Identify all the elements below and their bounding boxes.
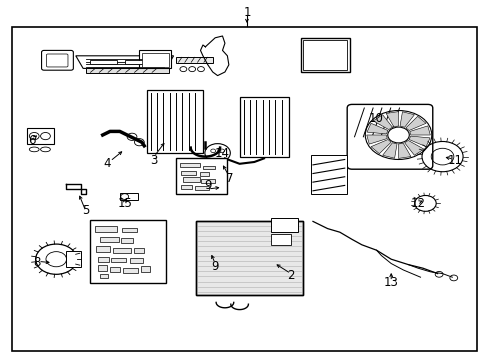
- Ellipse shape: [29, 147, 39, 152]
- Text: 9: 9: [203, 179, 211, 192]
- Bar: [310, 155, 346, 194]
- Bar: [181, 171, 195, 175]
- Polygon shape: [372, 115, 391, 130]
- Text: 4: 4: [103, 157, 111, 170]
- Polygon shape: [76, 56, 173, 68]
- Text: 10: 10: [368, 112, 383, 125]
- Text: 7: 7: [225, 172, 233, 185]
- Bar: [271, 234, 290, 245]
- Ellipse shape: [41, 147, 50, 152]
- Polygon shape: [366, 123, 387, 134]
- Polygon shape: [408, 136, 429, 147]
- Text: 12: 12: [410, 197, 425, 210]
- Bar: [124, 60, 144, 64]
- Polygon shape: [409, 126, 429, 135]
- Bar: [195, 221, 303, 295]
- Polygon shape: [366, 135, 386, 144]
- Text: 14: 14: [215, 147, 229, 159]
- Text: 15: 15: [117, 197, 132, 210]
- Polygon shape: [405, 116, 425, 131]
- Bar: [100, 274, 107, 278]
- Bar: [134, 248, 144, 253]
- Polygon shape: [399, 112, 413, 127]
- Bar: [100, 237, 119, 242]
- Text: 6: 6: [28, 134, 36, 147]
- Bar: [176, 57, 212, 63]
- Bar: [141, 266, 149, 272]
- Bar: [300, 38, 349, 72]
- Bar: [90, 60, 117, 64]
- Bar: [85, 68, 168, 73]
- Text: 1: 1: [243, 6, 250, 19]
- Bar: [201, 179, 215, 183]
- Bar: [90, 220, 166, 283]
- Text: 5: 5: [81, 204, 89, 217]
- FancyBboxPatch shape: [41, 50, 73, 70]
- Bar: [122, 228, 137, 232]
- Text: 3: 3: [150, 154, 158, 167]
- Bar: [121, 238, 133, 243]
- Text: 9: 9: [211, 260, 219, 273]
- Bar: [239, 97, 288, 157]
- Bar: [66, 251, 81, 267]
- Bar: [180, 163, 199, 167]
- Bar: [146, 90, 203, 153]
- Bar: [120, 193, 138, 200]
- Bar: [123, 268, 138, 273]
- Bar: [95, 226, 117, 232]
- FancyBboxPatch shape: [46, 54, 68, 67]
- Polygon shape: [382, 143, 396, 158]
- FancyBboxPatch shape: [346, 104, 432, 169]
- Bar: [113, 248, 130, 253]
- Bar: [111, 258, 126, 262]
- Bar: [139, 50, 171, 68]
- Bar: [303, 40, 346, 70]
- Bar: [183, 177, 200, 182]
- Polygon shape: [404, 140, 423, 155]
- Bar: [98, 265, 106, 271]
- Circle shape: [387, 127, 408, 143]
- Bar: [271, 218, 298, 232]
- Bar: [142, 53, 168, 67]
- Bar: [96, 246, 110, 252]
- Bar: [194, 186, 209, 190]
- Bar: [129, 258, 143, 263]
- Text: 11: 11: [447, 154, 461, 167]
- Text: 2: 2: [286, 269, 294, 282]
- Bar: [176, 158, 227, 194]
- Bar: [181, 185, 191, 189]
- Text: 13: 13: [383, 276, 398, 289]
- Bar: [98, 257, 108, 262]
- Polygon shape: [370, 139, 390, 154]
- Bar: [27, 128, 54, 144]
- Polygon shape: [386, 112, 398, 127]
- Text: 8: 8: [33, 256, 41, 269]
- Bar: [203, 166, 215, 169]
- Bar: [199, 172, 209, 176]
- Polygon shape: [398, 143, 410, 158]
- Bar: [110, 267, 120, 272]
- Bar: [195, 221, 303, 295]
